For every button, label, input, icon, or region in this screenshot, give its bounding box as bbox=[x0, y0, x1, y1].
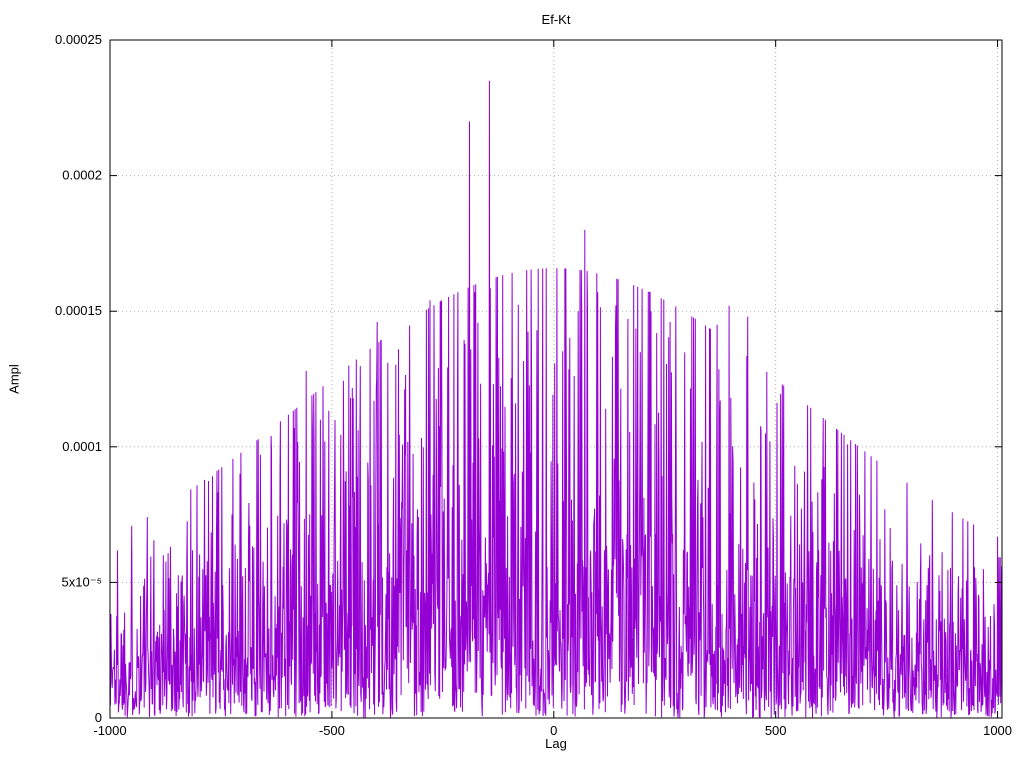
y-tick-label: 0 bbox=[95, 710, 102, 725]
plot-border bbox=[109, 39, 1003, 719]
x-tick-label: 1000 bbox=[983, 723, 1012, 738]
y-axis-label: Ampl bbox=[6, 364, 22, 394]
y-tick-label: 0.00015 bbox=[55, 303, 102, 318]
x-tick-label: -1000 bbox=[93, 723, 126, 738]
data-series-line bbox=[109, 80, 1003, 719]
x-tick-label: 500 bbox=[765, 723, 787, 738]
x-tick-label: -500 bbox=[319, 723, 345, 738]
y-tick-label: 0.0002 bbox=[62, 168, 102, 183]
y-tick-label: 0.0001 bbox=[62, 439, 102, 454]
y-tick-label: 5x10⁻⁵ bbox=[62, 574, 102, 589]
y-tick-label: 0.00025 bbox=[55, 32, 102, 47]
x-axis-label: Lag bbox=[545, 736, 567, 751]
chart-title: Ef-Kt bbox=[541, 12, 571, 27]
x-tick-label: 0 bbox=[550, 723, 557, 738]
